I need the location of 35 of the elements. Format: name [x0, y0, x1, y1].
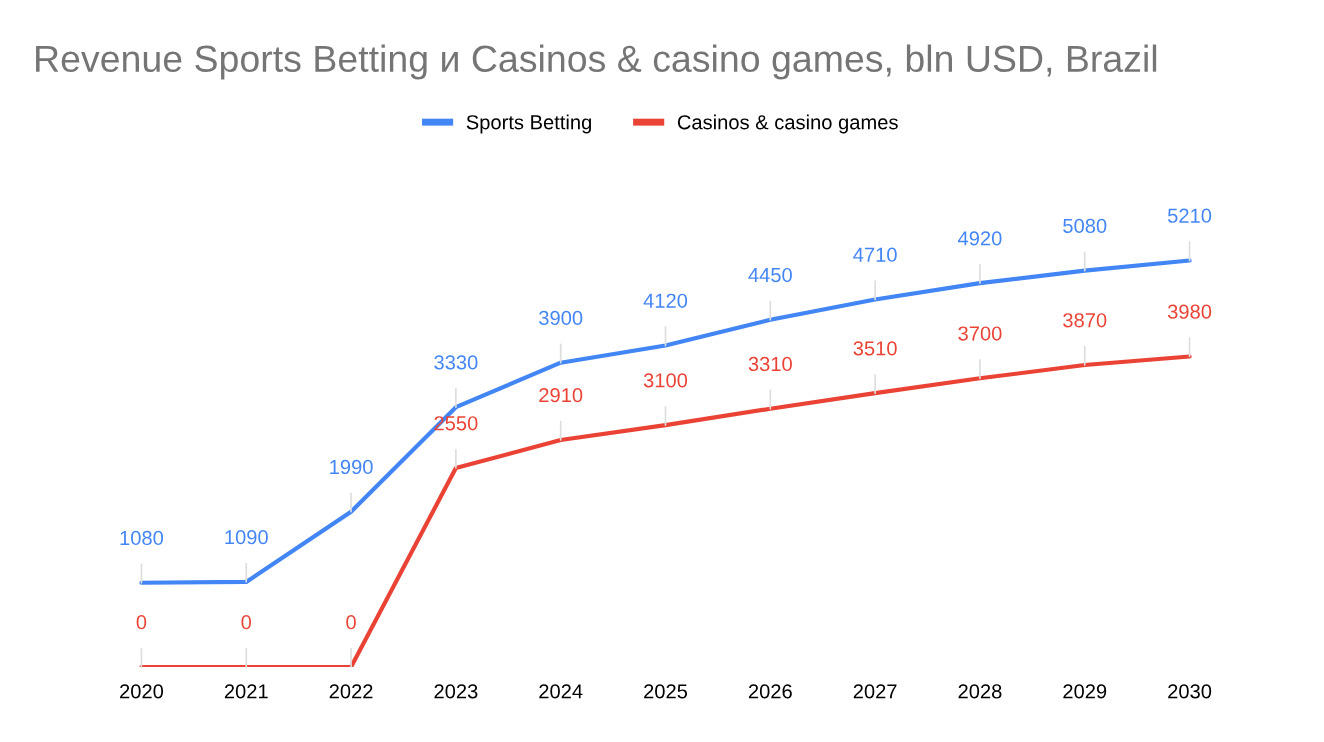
x-tick-label: 2030	[1168, 684, 1212, 699]
data-label: 2910	[539, 388, 583, 403]
x-tick-label: 2024	[539, 684, 583, 699]
x-tick-label: 2021	[224, 684, 268, 699]
x-tick-label: 2020	[120, 684, 164, 699]
data-label: 4120	[643, 293, 688, 308]
x-tick-label: 2027	[853, 684, 897, 699]
data-label: 0	[241, 615, 252, 630]
data-label: 3700	[958, 326, 1002, 341]
x-tick-label: 2022	[329, 684, 373, 699]
x-tick-label: 2026	[748, 684, 792, 699]
x-tick-label: 2028	[958, 684, 1002, 699]
x-tick-label: 2029	[1063, 684, 1107, 699]
data-label: 3310	[748, 356, 792, 372]
chart-title: Revenue Sports Betting и Casinos & casino games, bln USD, Brazil	[36, 44, 1157, 80]
data-label: 1090	[225, 530, 268, 545]
data-label: 3100	[643, 373, 688, 388]
x-tick-label: 2025	[644, 684, 688, 699]
data-label: 3980	[1167, 304, 1212, 319]
data-label: 5080	[1063, 218, 1107, 233]
data-label: 3870	[1063, 313, 1107, 328]
data-label: 4710	[853, 247, 897, 262]
data-label: 4450	[748, 267, 792, 283]
legend-label: Casinos & casino games	[677, 114, 898, 134]
x-tick-label: 2023	[434, 684, 478, 699]
data-label: 3330	[434, 355, 478, 370]
legend-label: Sports Betting	[466, 114, 591, 134]
data-label: 1990	[330, 459, 373, 475]
data-label: 3900	[539, 310, 583, 326]
data-label: 1080	[120, 530, 164, 546]
data-label: 0	[136, 615, 147, 630]
data-label: 3510	[853, 341, 897, 356]
data-label: 0	[346, 615, 356, 630]
data-label: 4920	[958, 231, 1002, 246]
data-label: 5210	[1167, 208, 1212, 223]
